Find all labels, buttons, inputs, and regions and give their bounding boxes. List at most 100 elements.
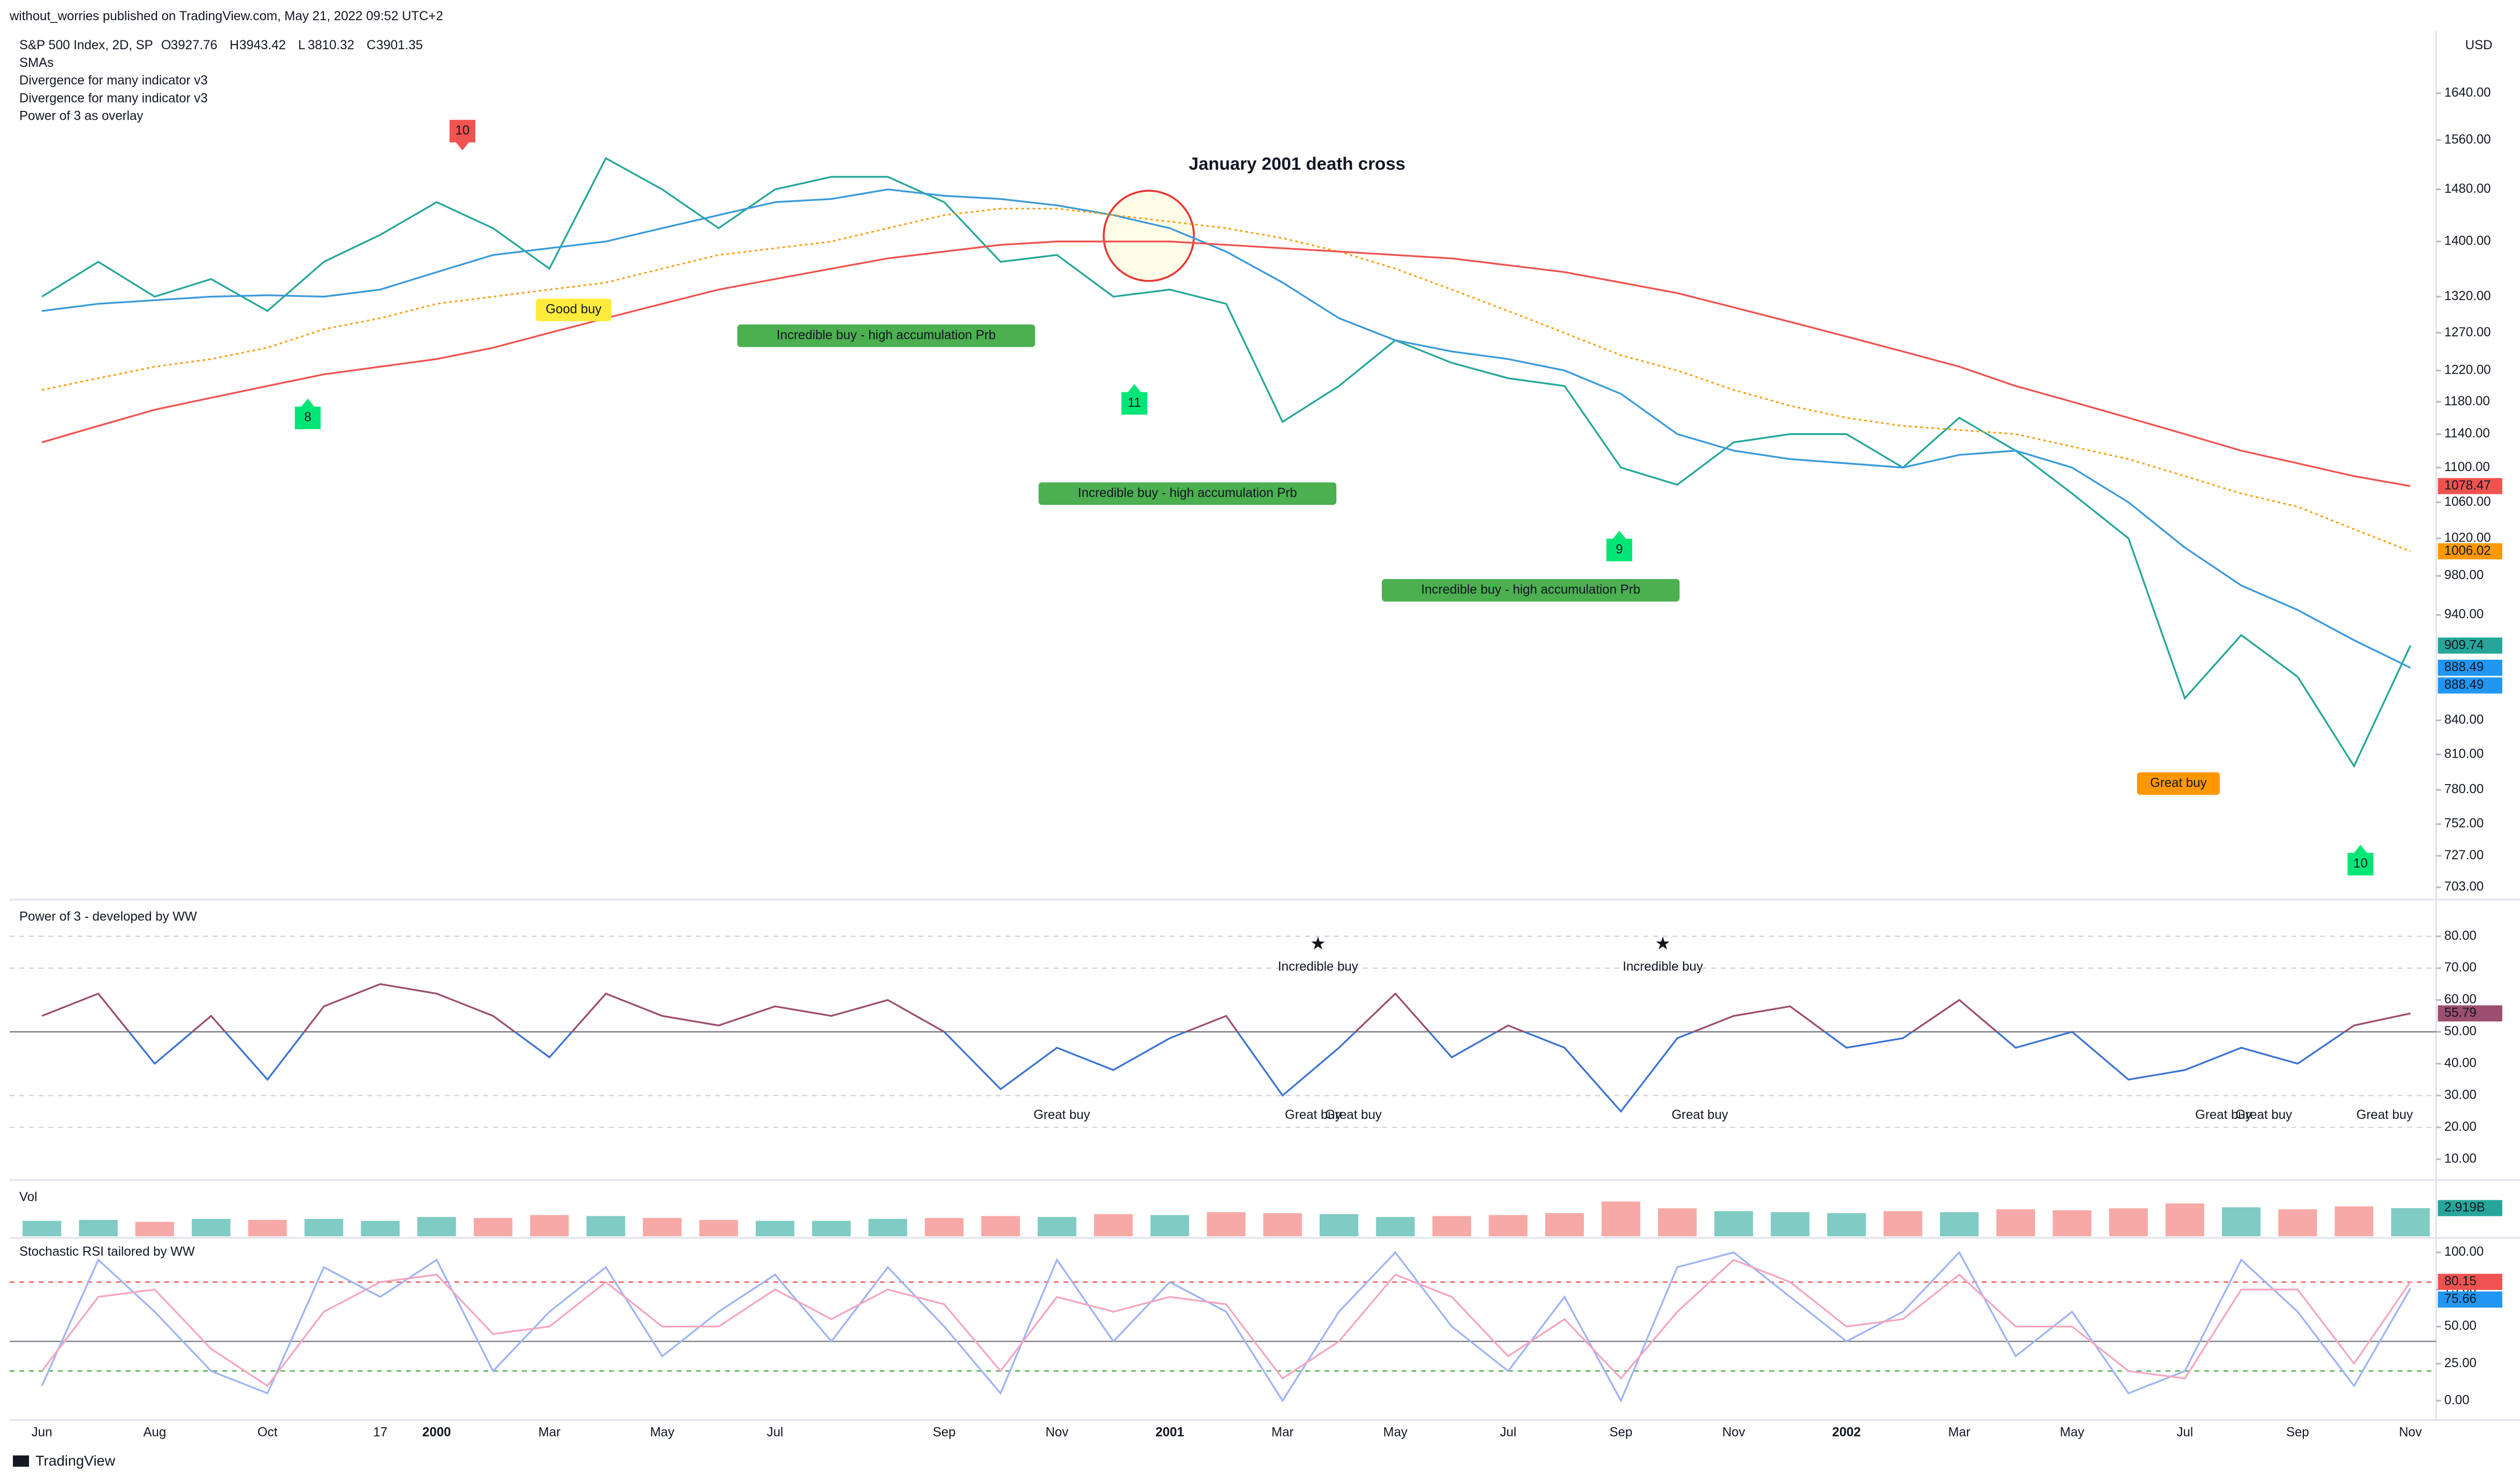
volume-bar (643, 1218, 682, 1237)
signal-label: Great buy (2356, 1107, 2413, 1122)
last-value-label: 1006.02 (2444, 543, 2491, 558)
indicator-line (128, 1032, 2346, 1113)
y-tick-label: 703.00 (2444, 879, 2484, 894)
volume-bar (2052, 1210, 2092, 1237)
currency: USD (2465, 38, 2493, 52)
volume-bar (1827, 1213, 1866, 1237)
y-tick-label: 780.00 (2444, 782, 2484, 797)
y-tick-label: 1220.00 (2444, 362, 2491, 377)
volume-bar (191, 1219, 231, 1237)
last-value-label: 888.49 (2444, 677, 2484, 692)
volume-bar (699, 1219, 738, 1237)
y-tick-label: 70.00 (2444, 960, 2476, 975)
volume-bar (2109, 1208, 2148, 1237)
volume-bar (868, 1219, 908, 1237)
y-tick-label: 50.00 (2444, 1318, 2476, 1333)
indicator-line (41, 240, 2411, 487)
y-tick-label: 0.00 (2444, 1393, 2469, 1407)
volume-bar (1432, 1216, 1471, 1237)
y-tick-label: 1320.00 (2444, 289, 2491, 303)
signal-box (535, 299, 612, 321)
signal-label: Great buy (2150, 776, 2207, 790)
volume-bar (304, 1219, 344, 1237)
ohlc-key: L (298, 38, 305, 52)
x-tick-label: 17 (373, 1425, 388, 1439)
last-value-label: 55.79 (2444, 1005, 2476, 1020)
y-tick-label: 1180.00 (2444, 394, 2490, 408)
volume-bar (1263, 1213, 1302, 1237)
logo (12, 1455, 29, 1467)
last-value-label: 1078.47 (2444, 478, 2491, 493)
y-tick-label: 1400.00 (2444, 234, 2491, 248)
volume-bar (530, 1215, 569, 1237)
volume-bar (22, 1220, 62, 1237)
indicator-legend: SMAs (19, 55, 53, 70)
volume-bar (1545, 1213, 1584, 1237)
signal-label: 11 (1128, 395, 1141, 410)
x-tick-label: Jul (1500, 1425, 1517, 1439)
y-tick-label: 1140.00 (2444, 426, 2490, 441)
last-value-box (2438, 637, 2502, 654)
last-value-box (2438, 1273, 2502, 1290)
signal-label: Incredible buy (1623, 959, 1703, 974)
y-tick-label: 50.00 (2444, 1024, 2476, 1039)
signal-flag (2347, 845, 2374, 876)
ohlc-value: 3810.32 (308, 38, 355, 52)
y-tick-label: 840.00 (2444, 713, 2484, 727)
x-tick-label: Mar (1948, 1425, 1971, 1439)
volume-bar (2165, 1203, 2204, 1237)
volume-bar (1150, 1215, 1190, 1237)
volume-bar (1094, 1214, 1133, 1237)
ohlc-key: H (230, 38, 239, 52)
volume-bar (925, 1218, 964, 1237)
signal-label: Incredible buy (1278, 959, 1358, 974)
symbol-title: S&P 500 Index, 2D, SP (19, 38, 153, 52)
signal-label: 8 (304, 410, 312, 424)
y-tick-label: 1060.00 (2444, 494, 2491, 509)
last-value-box (2438, 677, 2502, 694)
volume-bar (1884, 1211, 1922, 1237)
signal-box (2137, 772, 2220, 795)
volume-bar (2334, 1206, 2374, 1237)
last-value-box (2438, 1291, 2502, 1308)
indicator-line (41, 1258, 2412, 1387)
y-tick-label: 727.00 (2444, 848, 2484, 862)
y-tick-label: 25.00 (2444, 1356, 2476, 1370)
signal-label: Great buy (1285, 1107, 1342, 1122)
y-tick-label: 810.00 (2444, 746, 2484, 761)
indicator-legend: Power of 3 as overlay (19, 109, 144, 123)
publisher: without_worries published on TradingView… (9, 9, 443, 23)
signal-label: Great buy (1325, 1107, 1382, 1122)
x-tick-label: Nov (1045, 1425, 1069, 1439)
x-tick-label: Sep (933, 1425, 956, 1439)
signal-label: Incredible buy - high accumulation Prb (1078, 486, 1297, 500)
volume-bar (1658, 1208, 1697, 1237)
ohlc-key: O (161, 38, 171, 52)
volume-bar (79, 1219, 118, 1237)
x-tick-label: Oct (258, 1425, 278, 1439)
signal-flag (294, 399, 321, 430)
x-tick-label: Jun (32, 1425, 52, 1439)
annotation: January 2001 death cross (1188, 154, 1405, 174)
x-tick-label: Nov (2399, 1425, 2422, 1439)
x-tick-label: Mar (539, 1425, 561, 1439)
signal-label: Good buy (546, 302, 602, 317)
volume-bar (981, 1216, 1020, 1237)
last-value-label: 2.919B (2444, 1200, 2485, 1215)
y-tick-label: 20.00 (2444, 1119, 2476, 1134)
volume-bar (473, 1218, 513, 1237)
last-value-label: 75.66 (2444, 1291, 2476, 1306)
volume-bar (361, 1220, 400, 1237)
y-tick-label: 60.00 (2444, 992, 2476, 1006)
y-tick-label: 80.00 (2444, 928, 2476, 943)
y-tick-label: 1270.00 (2444, 325, 2491, 339)
signal-label: 9 (1616, 542, 1623, 557)
star: ★ (1655, 934, 1671, 954)
pane-title: Vol (19, 1190, 37, 1204)
volume-bar (586, 1216, 626, 1237)
pane-title: Power of 3 - developed by WW (19, 910, 197, 924)
last-value-box (2438, 1005, 2502, 1021)
star: ★ (1310, 934, 1326, 954)
